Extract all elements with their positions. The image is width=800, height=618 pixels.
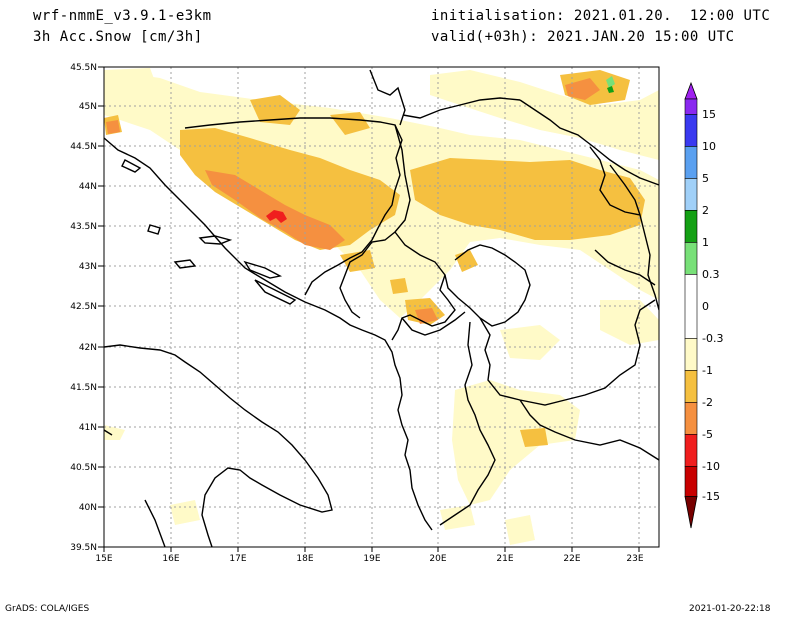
colorbar-swatch xyxy=(684,146,698,179)
border-srb-rou xyxy=(519,99,659,186)
lon-label: 22E xyxy=(563,554,580,564)
lat-label: 40N xyxy=(79,503,97,513)
border-bih-srb xyxy=(339,124,411,319)
colorbar-swatch xyxy=(684,434,698,467)
island-6 xyxy=(121,159,142,173)
colorbar-label: 10 xyxy=(702,140,716,153)
colorbar-label: -1 xyxy=(702,364,713,377)
island-4 xyxy=(254,279,297,305)
lon-label: 17E xyxy=(229,554,246,564)
colorbar-label: -15 xyxy=(702,490,720,503)
lon-label: 18E xyxy=(296,554,313,564)
border-mne xyxy=(391,231,456,341)
lat-label: 39.5N xyxy=(70,543,97,553)
coastlines-borders xyxy=(104,69,659,547)
colorbar-label: 15 xyxy=(702,108,716,121)
colorbar-arrow-bottom xyxy=(684,495,698,529)
lat-ticks xyxy=(98,66,104,548)
lat-label: 41.5N xyxy=(70,383,97,393)
colorbar-arrow-top xyxy=(684,81,698,100)
border-romania xyxy=(589,146,641,216)
colorbar-swatch xyxy=(684,466,698,497)
colorbar-swatch xyxy=(684,402,698,435)
colorbar-swatch xyxy=(684,242,698,275)
snow-field xyxy=(104,68,659,545)
lon-label: 23E xyxy=(626,554,643,564)
lat-labels: 45.5N 45N 44.5N 44N 43.5N 43N 42.5N 42N … xyxy=(70,63,97,553)
colorbar-label: -2 xyxy=(702,396,713,409)
lat-label: 41N xyxy=(79,423,97,433)
border-kosovo xyxy=(444,244,531,327)
colorbar-swatch xyxy=(684,210,698,243)
lat-label: 42N xyxy=(79,343,97,353)
positive-patch-2 xyxy=(607,86,614,93)
graticule xyxy=(104,67,659,547)
lat-label: 43.5N xyxy=(70,222,97,232)
island-1 xyxy=(198,235,233,245)
colorbar-label: 5 xyxy=(702,172,709,185)
lat-label: 40.5N xyxy=(70,463,97,473)
init-time: initialisation: 2021.01.20. 12:00 UTC xyxy=(431,8,771,24)
colorbar-label: 1 xyxy=(702,236,709,249)
colorbar xyxy=(684,81,698,529)
valid-time: valid(+03h): 2021.JAN.20 15:00 UTC xyxy=(431,29,735,45)
island-2 xyxy=(173,259,197,269)
map-frame xyxy=(103,66,660,548)
snow-moderate-areas xyxy=(104,70,645,447)
adriatic-coast xyxy=(104,137,433,531)
lon-label: 20E xyxy=(429,554,446,564)
lon-labels: 15E 16E 17E 18E 19E 20E 21E 22E 23E xyxy=(95,554,643,564)
italy-heel xyxy=(144,499,166,547)
lat-label: 44N xyxy=(79,182,97,192)
border-mkd xyxy=(479,299,656,406)
lon-label: 15E xyxy=(95,554,112,564)
lon-label: 16E xyxy=(162,554,179,564)
snow-max-area xyxy=(266,210,287,223)
lat-label: 45N xyxy=(79,102,97,112)
island-5 xyxy=(147,224,161,235)
border-serbia-east xyxy=(594,249,656,286)
italy-coast xyxy=(104,344,333,547)
lat-label: 43N xyxy=(79,262,97,272)
border-grc xyxy=(519,399,659,461)
lat-label: 42.5N xyxy=(70,302,97,312)
lat-label: 44.5N xyxy=(70,142,97,152)
colorbar-label: 2 xyxy=(702,204,709,217)
border-srb-bgr xyxy=(609,164,659,311)
colorbar-label: 0.3 xyxy=(702,268,720,281)
italy-coast-2 xyxy=(104,429,113,436)
colorbar-label: -10 xyxy=(702,460,720,473)
colorbar-label: 0 xyxy=(702,300,709,313)
lon-ticks xyxy=(103,547,640,552)
lon-label: 21E xyxy=(496,554,513,564)
border-north xyxy=(369,69,406,126)
island-3 xyxy=(243,260,283,279)
model-title: wrf-nmmE_v3.9.1-e3km xyxy=(33,8,212,24)
border-alb-mkd xyxy=(439,321,496,526)
footer-credit: GrADS: COLA/IGES xyxy=(5,604,90,614)
colorbar-label: -5 xyxy=(702,428,713,441)
colorbar-swatch xyxy=(684,178,698,211)
colorbar-label: -0.3 xyxy=(702,332,723,345)
border-alb-mne xyxy=(401,311,466,336)
colorbar-swatch xyxy=(684,370,698,403)
colorbar-swatch xyxy=(684,114,698,147)
lat-label: 45.5N xyxy=(70,63,97,73)
border-cro-bih xyxy=(184,117,403,296)
colorbar-labels: 15 10 5 2 1 0.3 0 -0.3 -1 -2 -5 -10 -15 xyxy=(702,108,723,503)
positive-patch xyxy=(606,76,615,88)
footer-timestamp: 2021-01-20-22:18 xyxy=(689,604,771,614)
border-hun xyxy=(402,97,521,119)
colorbar-swatch xyxy=(684,338,698,371)
colorbar-swatch xyxy=(684,274,698,339)
colorbar-swatch xyxy=(684,98,698,115)
field-title: 3h Acc.Snow [cm/3h] xyxy=(33,29,203,45)
lon-label: 19E xyxy=(363,554,380,564)
